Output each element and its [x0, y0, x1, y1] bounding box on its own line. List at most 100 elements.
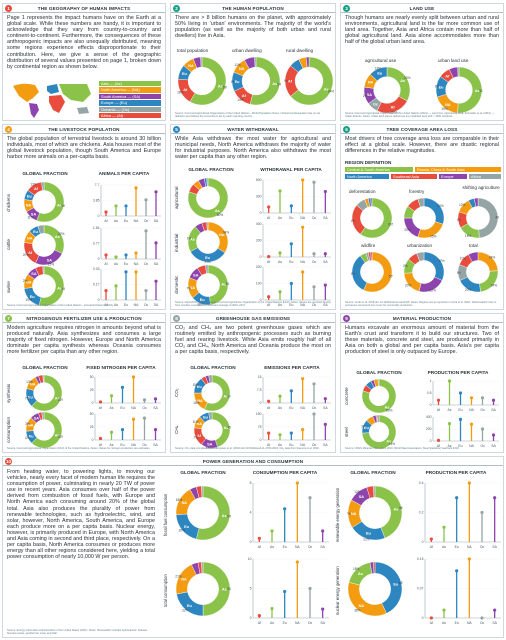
y-tick-label: 0 [92, 401, 94, 405]
bar-point [134, 186, 138, 190]
pie-deforestation: 60% 26% [351, 197, 393, 239]
bar-point [131, 417, 136, 421]
x-tick-label: Oc [312, 443, 317, 447]
pie-percent-label: 62% [58, 398, 63, 402]
panel-text: CO₂ and CH₄ are two potent greenhouse ga… [175, 325, 331, 356]
map-europe [47, 84, 59, 94]
bar-point [120, 428, 125, 432]
y-tick-label: 7.5 [257, 388, 262, 392]
map-north-america [13, 83, 39, 102]
x-tick-label: Eu [283, 621, 287, 625]
x-tick-label: Af [104, 262, 107, 266]
panel-source: Source: Food and Agricultural Organizati… [345, 112, 495, 118]
pie-percent-label: 18% [353, 567, 360, 571]
bar-point [124, 270, 128, 274]
pie-slice [42, 265, 45, 275]
pie-slice-label: NA [190, 286, 196, 290]
bar-point [429, 616, 433, 620]
pie-slice-label: Eu [182, 72, 188, 76]
pie-percent-label: 80% [386, 408, 393, 412]
x-tick-label: As [110, 406, 114, 410]
pie-slice [363, 251, 393, 293]
pie-slice-label: Eu [197, 385, 203, 389]
bar-point [491, 398, 496, 402]
pie-slice [361, 378, 397, 414]
region-definition-legend: Central & South America Russia, China & … [345, 167, 501, 181]
bar-point [124, 253, 128, 257]
pie-label-urbanization: urbanization [407, 243, 433, 248]
pie-slice-label: As [272, 82, 277, 86]
map-south-america [29, 103, 39, 118]
pie-slice-label: SA [47, 258, 53, 262]
pie-slice [359, 197, 393, 239]
pie-label-agricultural: agricultural use [365, 58, 397, 63]
pie-slice-label: SA [31, 272, 37, 276]
pie-slice-label: As [221, 282, 226, 286]
panel-title: TREE COVERAGE AREA LOSS [386, 126, 458, 132]
pie-center [34, 420, 54, 440]
panel-title: THE LIVESTOCK POPULATION [48, 126, 120, 132]
pie-percent-label: 13% [30, 183, 37, 187]
pie-percent-label: 19% [441, 107, 448, 111]
pie-percent-label: 22% [182, 608, 189, 612]
x-tick-label: NA [300, 216, 305, 220]
pie-center [242, 67, 270, 95]
pie-label-total-population: total population [177, 48, 209, 53]
pie-center [32, 190, 56, 214]
bar-point [267, 295, 271, 299]
x-tick-label: NA [467, 621, 472, 625]
panel-source: Source: Food and Agricultural Organizati… [7, 304, 114, 307]
pie-percent-label: 13% [26, 380, 33, 384]
y-tick-label: 400 [256, 222, 262, 226]
panel-header: 10 POWER GENERATION AND CONSUMPTION [3, 457, 503, 466]
y-tick-label: 8 [250, 481, 252, 485]
x-tick-label: Eu [120, 443, 124, 447]
y-tick-label: 15 [258, 375, 262, 379]
y-tick-label: 4 [250, 511, 252, 515]
pie-percent-label: 17% [25, 396, 30, 400]
bar-point [469, 422, 474, 426]
bar-point [493, 496, 497, 500]
pie-percent-label: 11% [235, 63, 241, 67]
bars-fossil-fuel: 0 4 8 Af As Eu NA Oc SA [250, 481, 329, 549]
bar-point [312, 285, 316, 289]
y-tick-label: 0 [250, 616, 252, 620]
bar-point [455, 569, 459, 573]
bar-point [480, 510, 484, 515]
pie-slice [41, 181, 45, 191]
panel-water: 5 WATER WITHDRAWAL While Asia withdraws t… [170, 124, 336, 310]
panel-text: The global population of terrestrial liv… [7, 136, 161, 161]
x-tick-label: As [278, 406, 282, 410]
bar-point [323, 252, 327, 256]
pie-slice [201, 485, 204, 498]
bar-point [270, 606, 274, 611]
bars-steel: 0 200 400 Af As Eu NA Oc SA [426, 415, 499, 448]
pie-slice-label: SA [207, 442, 213, 446]
x-tick-label: NA [134, 262, 139, 266]
y-tick-label: 300 [256, 195, 262, 199]
map-africa [49, 95, 65, 113]
panel-number: 10 [5, 458, 12, 465]
bars-chickens: 0 3.85 7.7 Af As Eu NA Oc SA [93, 183, 161, 223]
pie-percent-label: 64% [328, 90, 334, 94]
legend-asia: Asia — (As) [99, 81, 161, 87]
pie-slice-label: Oc [373, 102, 378, 106]
bar-point [278, 433, 282, 437]
pie-percent-label: 20% [179, 529, 186, 533]
pie-percent-label: 57% [389, 275, 393, 279]
row-label-concrete: concrete [344, 387, 349, 405]
pie-percent-label: 56% [61, 204, 65, 208]
y-tick-label: 200 [256, 265, 262, 269]
bar-point [301, 178, 305, 182]
pie-percent-label: 12% [354, 490, 361, 494]
legend-oceania: Oceania — (Oc) [99, 106, 161, 113]
bar-point [142, 398, 147, 402]
bar-point [436, 398, 441, 402]
pie-percent-label: 21% [175, 575, 182, 579]
panel-title: LAND USE [409, 5, 435, 11]
pie-percent-label: 11% [27, 216, 33, 220]
bar-point [429, 537, 433, 541]
